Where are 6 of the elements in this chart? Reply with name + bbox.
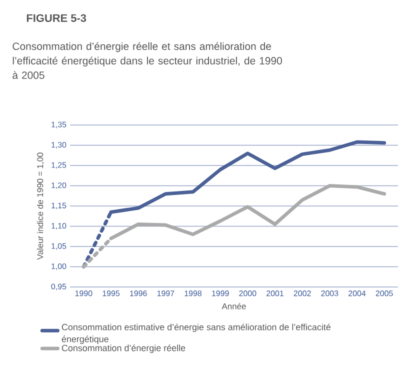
chart-title: FIGURE 5-3 <box>26 14 86 22</box>
y-axis-title: Valeur indice de 1990 = 1,00 <box>36 152 44 260</box>
legend-label: Consommation estimative d’énergie sans amélioration de l’efficacité énergétique <box>62 324 330 344</box>
legend-label: Consommation d’énergie réelle <box>62 344 186 353</box>
x-axis-title: Année <box>222 303 246 310</box>
chart-subtitle: Consommation d’énergie réelle et sans amélioration de l’efficacité énergétique dans le secteur industriel, de 1990 à 2005 <box>12 42 282 79</box>
